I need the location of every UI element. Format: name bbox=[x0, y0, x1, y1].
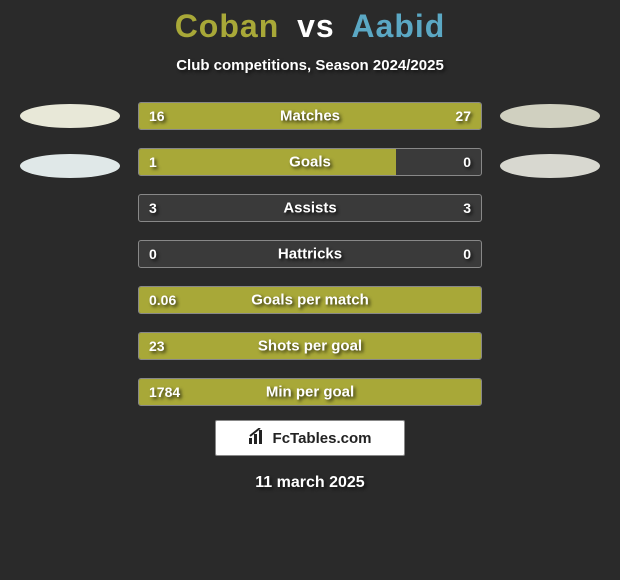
bar-fill-left bbox=[139, 149, 396, 175]
stat-value-right: 0 bbox=[463, 246, 471, 262]
stat-value-left: 0 bbox=[149, 246, 157, 262]
stat-label: Goals per match bbox=[251, 292, 369, 309]
source-badge: FcTables.com bbox=[215, 420, 405, 456]
stat-bar: 16 27 Matches bbox=[138, 102, 482, 130]
source-text: FcTables.com bbox=[273, 430, 372, 447]
left-badges-column bbox=[20, 102, 120, 178]
vs-text: vs bbox=[297, 8, 335, 44]
player1-name: Coban bbox=[175, 8, 280, 44]
date: 11 march 2025 bbox=[255, 474, 364, 492]
stat-value-right: 27 bbox=[455, 108, 471, 124]
stat-value-left: 23 bbox=[149, 338, 165, 354]
stat-bar: 3 3 Assists bbox=[138, 194, 482, 222]
stat-value-left: 1 bbox=[149, 154, 157, 170]
stat-label: Matches bbox=[280, 108, 340, 125]
stat-bar: 0 0 Hattricks bbox=[138, 240, 482, 268]
right-badges-column bbox=[500, 102, 600, 178]
stat-value-left: 3 bbox=[149, 200, 157, 216]
stat-bar: 1 0 Goals bbox=[138, 148, 482, 176]
stat-value-left: 1784 bbox=[149, 384, 180, 400]
team-badge-right-0 bbox=[500, 104, 600, 128]
chart-icon bbox=[249, 428, 267, 449]
stat-bar: 23 Shots per goal bbox=[138, 332, 482, 360]
stat-value-left: 16 bbox=[149, 108, 165, 124]
title: Coban vs Aabid bbox=[175, 8, 446, 45]
stat-label: Shots per goal bbox=[258, 338, 362, 355]
comparison-bars: 16 27 Matches 1 0 Goals 3 3 Assists 0 0 Hattricks 0.… bbox=[138, 102, 482, 406]
subtitle: Club competitions, Season 2024/2025 bbox=[176, 57, 444, 74]
stat-value-left: 0.06 bbox=[149, 292, 176, 308]
stat-value-right: 3 bbox=[463, 200, 471, 216]
stat-label: Assists bbox=[283, 200, 336, 217]
team-badge-left-0 bbox=[20, 104, 120, 128]
team-badge-left-1 bbox=[20, 154, 120, 178]
stat-bar: 1784 Min per goal bbox=[138, 378, 482, 406]
player2-name: Aabid bbox=[351, 8, 445, 44]
team-badge-right-1 bbox=[500, 154, 600, 178]
comparison-card: Coban vs Aabid Club competitions, Season… bbox=[0, 0, 620, 580]
stat-label: Hattricks bbox=[278, 246, 342, 263]
stat-value-right: 0 bbox=[463, 154, 471, 170]
stat-label: Min per goal bbox=[266, 384, 354, 401]
chart-area: 16 27 Matches 1 0 Goals 3 3 Assists 0 0 Hattricks 0.… bbox=[0, 102, 620, 406]
stat-label: Goals bbox=[289, 154, 331, 171]
stat-bar: 0.06 Goals per match bbox=[138, 286, 482, 314]
